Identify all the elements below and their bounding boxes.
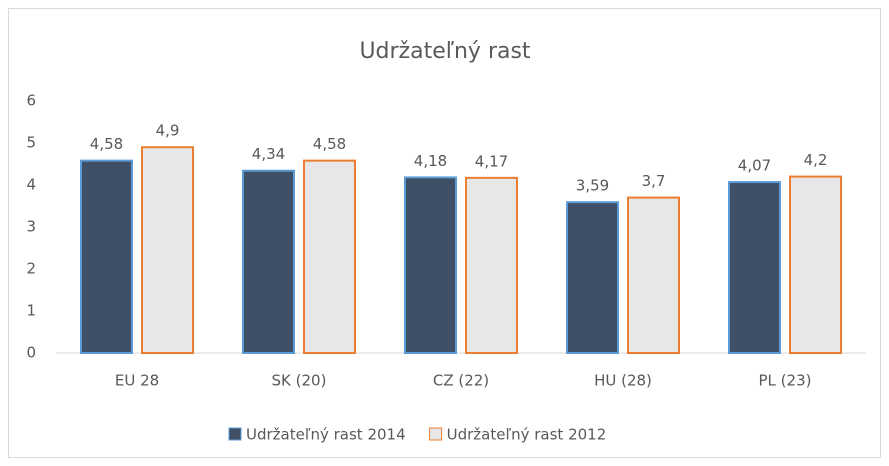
data-label: 4,17 — [475, 152, 508, 170]
data-label: 4,9 — [156, 122, 180, 140]
y-tick-label: 1 — [26, 302, 36, 320]
bar — [404, 176, 457, 354]
chart-title: Udržateľný rast — [359, 39, 530, 64]
y-tick-label: 2 — [26, 260, 36, 278]
data-label: 3,59 — [576, 177, 609, 195]
y-tick-label: 5 — [26, 134, 36, 152]
legend-label: Udržateľný rast 2012 — [447, 426, 607, 444]
bar — [141, 146, 194, 354]
y-tick-label: 3 — [26, 218, 36, 236]
x-tick-label: SK (20) — [272, 372, 327, 390]
bar — [303, 159, 356, 354]
data-label: 4,07 — [738, 157, 771, 175]
bar — [728, 181, 781, 354]
data-label: 4,2 — [804, 151, 828, 169]
bar — [242, 169, 295, 354]
bar — [789, 175, 842, 354]
x-tick-label: CZ (22) — [433, 372, 489, 390]
data-label: 4,34 — [252, 145, 285, 163]
y-tick-label: 4 — [26, 176, 36, 194]
x-tick-label: EU 28 — [115, 372, 159, 390]
x-tick-label: PL (23) — [759, 372, 812, 390]
legend-swatch — [429, 427, 443, 441]
legend-label: Udržateľný rast 2014 — [246, 426, 406, 444]
bar — [627, 196, 680, 354]
bar — [465, 176, 518, 354]
x-tick-label: HU (28) — [594, 372, 652, 390]
bar — [566, 201, 619, 354]
data-label: 4,58 — [313, 135, 346, 153]
data-label: 4,58 — [90, 135, 123, 153]
legend-swatch — [228, 427, 242, 441]
data-label: 3,7 — [642, 172, 666, 190]
bar — [80, 159, 133, 354]
data-label: 4,18 — [414, 152, 447, 170]
y-tick-label: 0 — [26, 344, 36, 362]
y-tick-label: 6 — [26, 92, 36, 110]
